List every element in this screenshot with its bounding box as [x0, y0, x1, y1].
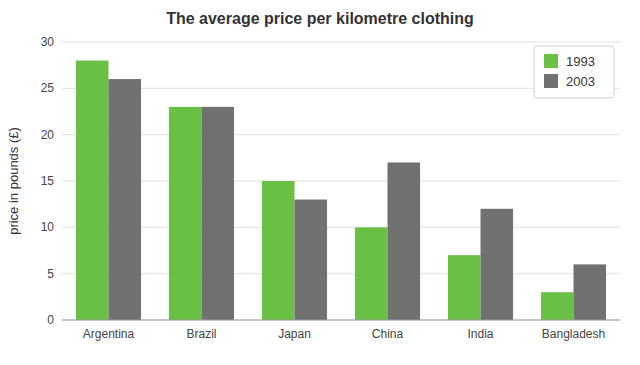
title: The average price per kilometre clothing: [166, 10, 474, 27]
bar: [355, 227, 388, 320]
legend: 1993 2003: [534, 46, 614, 98]
legend-box: [534, 46, 614, 98]
y-tick-label: 5: [47, 267, 54, 281]
y-tick-label: 25: [41, 81, 55, 95]
legend-swatch: [544, 54, 558, 68]
x-axis-line: [62, 320, 620, 321]
bar: [169, 107, 202, 320]
bars: [76, 61, 606, 320]
bar: [541, 292, 574, 320]
chart-svg: 0 5 10 15 20 25 30 Argentina Brazil Japan China Ind…: [0, 0, 640, 365]
bar: [262, 181, 295, 320]
legend-label: 1993: [566, 54, 595, 69]
grid-line: [62, 273, 620, 274]
grid-line: [62, 42, 620, 43]
bar: [295, 200, 328, 320]
y-tick-label: 20: [41, 128, 55, 142]
y-tick-label: 10: [41, 220, 55, 234]
x-tick-label: Argentina: [83, 327, 135, 341]
x-tick-label: Bangladesh: [542, 327, 605, 341]
legend-swatch: [544, 74, 558, 88]
bar: [202, 107, 235, 320]
y-axis-label: price in pounds (£): [6, 127, 21, 235]
grid-line: [62, 134, 620, 135]
bar: [448, 255, 481, 320]
grid-line: [62, 227, 620, 228]
bar: [574, 264, 607, 320]
x-tick-label: India: [467, 327, 493, 341]
legend-label: 2003: [566, 74, 595, 89]
bar: [109, 79, 142, 320]
bar: [481, 209, 514, 320]
chart-container: 0 5 10 15 20 25 30 Argentina Brazil Japan China Ind…: [0, 0, 640, 365]
bar: [76, 61, 109, 320]
x-tick-label: China: [372, 327, 404, 341]
y-tick-label: 30: [41, 35, 55, 49]
grid: [62, 42, 620, 320]
x-tick-label: Japan: [278, 327, 311, 341]
y-tick-label: 0: [47, 313, 54, 327]
grid-line: [62, 320, 620, 321]
bar: [388, 162, 421, 320]
y-tick-label: 15: [41, 174, 55, 188]
x-tick-label: Brazil: [186, 327, 216, 341]
grid-line: [62, 181, 620, 182]
